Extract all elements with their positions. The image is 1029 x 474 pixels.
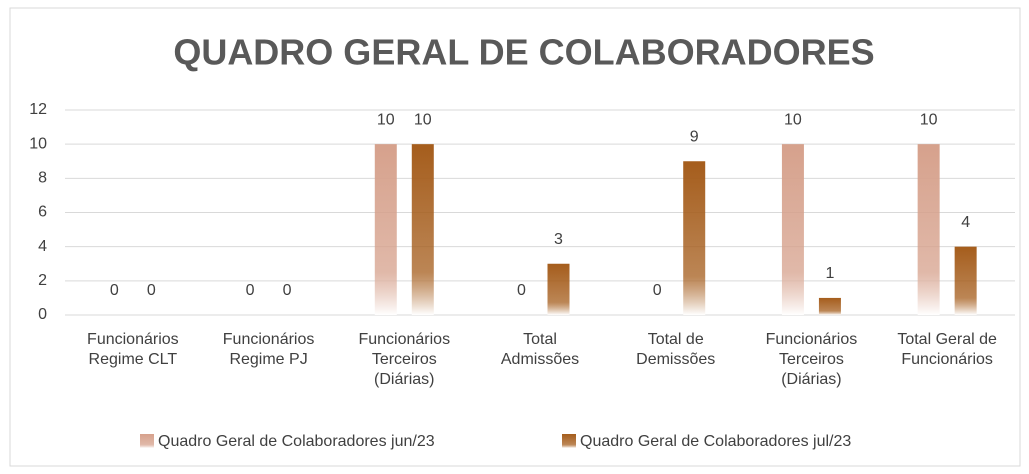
legend-swatch bbox=[140, 434, 154, 448]
data-label: 10 bbox=[920, 111, 938, 128]
bar bbox=[781, 144, 804, 315]
x-tick-label: Funcionários Regime PJ bbox=[223, 331, 315, 368]
y-tick-label: 10 bbox=[29, 135, 47, 152]
data-label: 1 bbox=[825, 265, 834, 282]
data-label: 0 bbox=[147, 282, 156, 299]
y-tick-label: 6 bbox=[38, 204, 47, 221]
x-tick-label: Funcionários Regime CLT bbox=[87, 331, 179, 368]
data-label: 4 bbox=[961, 214, 970, 231]
x-tick-label: Funcionários Terceiros (Diárias) bbox=[766, 331, 858, 388]
legend-label: Quadro Geral de Colaboradores jun/23 bbox=[158, 433, 435, 450]
x-tick-label: Funcionários Terceiros (Diárias) bbox=[358, 331, 450, 388]
data-label: 9 bbox=[690, 128, 699, 145]
data-label: 10 bbox=[784, 111, 802, 128]
data-label: 0 bbox=[283, 282, 292, 299]
data-label: 0 bbox=[653, 282, 662, 299]
bar bbox=[547, 263, 570, 315]
data-label: 0 bbox=[517, 282, 526, 299]
data-label: 10 bbox=[414, 111, 432, 128]
bar bbox=[411, 144, 434, 315]
data-label: 3 bbox=[554, 231, 563, 248]
chart-title: QUADRO GERAL DE COLABORADORES bbox=[173, 32, 874, 73]
data-label: 0 bbox=[110, 282, 119, 299]
x-tick-label: Total Geral de Funcionários bbox=[897, 331, 997, 368]
chart-frame bbox=[9, 7, 1021, 467]
data-label: 10 bbox=[377, 111, 395, 128]
bar bbox=[917, 144, 940, 315]
data-label: 0 bbox=[246, 282, 255, 299]
x-tick-label: Total Admissões bbox=[501, 331, 579, 368]
bar bbox=[374, 144, 397, 315]
legend-label: Quadro Geral de Colaboradores jul/23 bbox=[580, 433, 851, 450]
y-tick-label: 12 bbox=[29, 101, 47, 118]
y-tick-label: 0 bbox=[38, 306, 47, 323]
bar bbox=[683, 161, 706, 315]
bar bbox=[818, 297, 841, 315]
y-tick-label: 2 bbox=[38, 272, 47, 289]
bar bbox=[954, 246, 977, 315]
y-tick-label: 8 bbox=[38, 170, 47, 187]
legend-swatch bbox=[562, 434, 576, 448]
y-tick-label: 4 bbox=[38, 238, 47, 255]
x-tick-label: Total de Demissões bbox=[636, 331, 715, 368]
